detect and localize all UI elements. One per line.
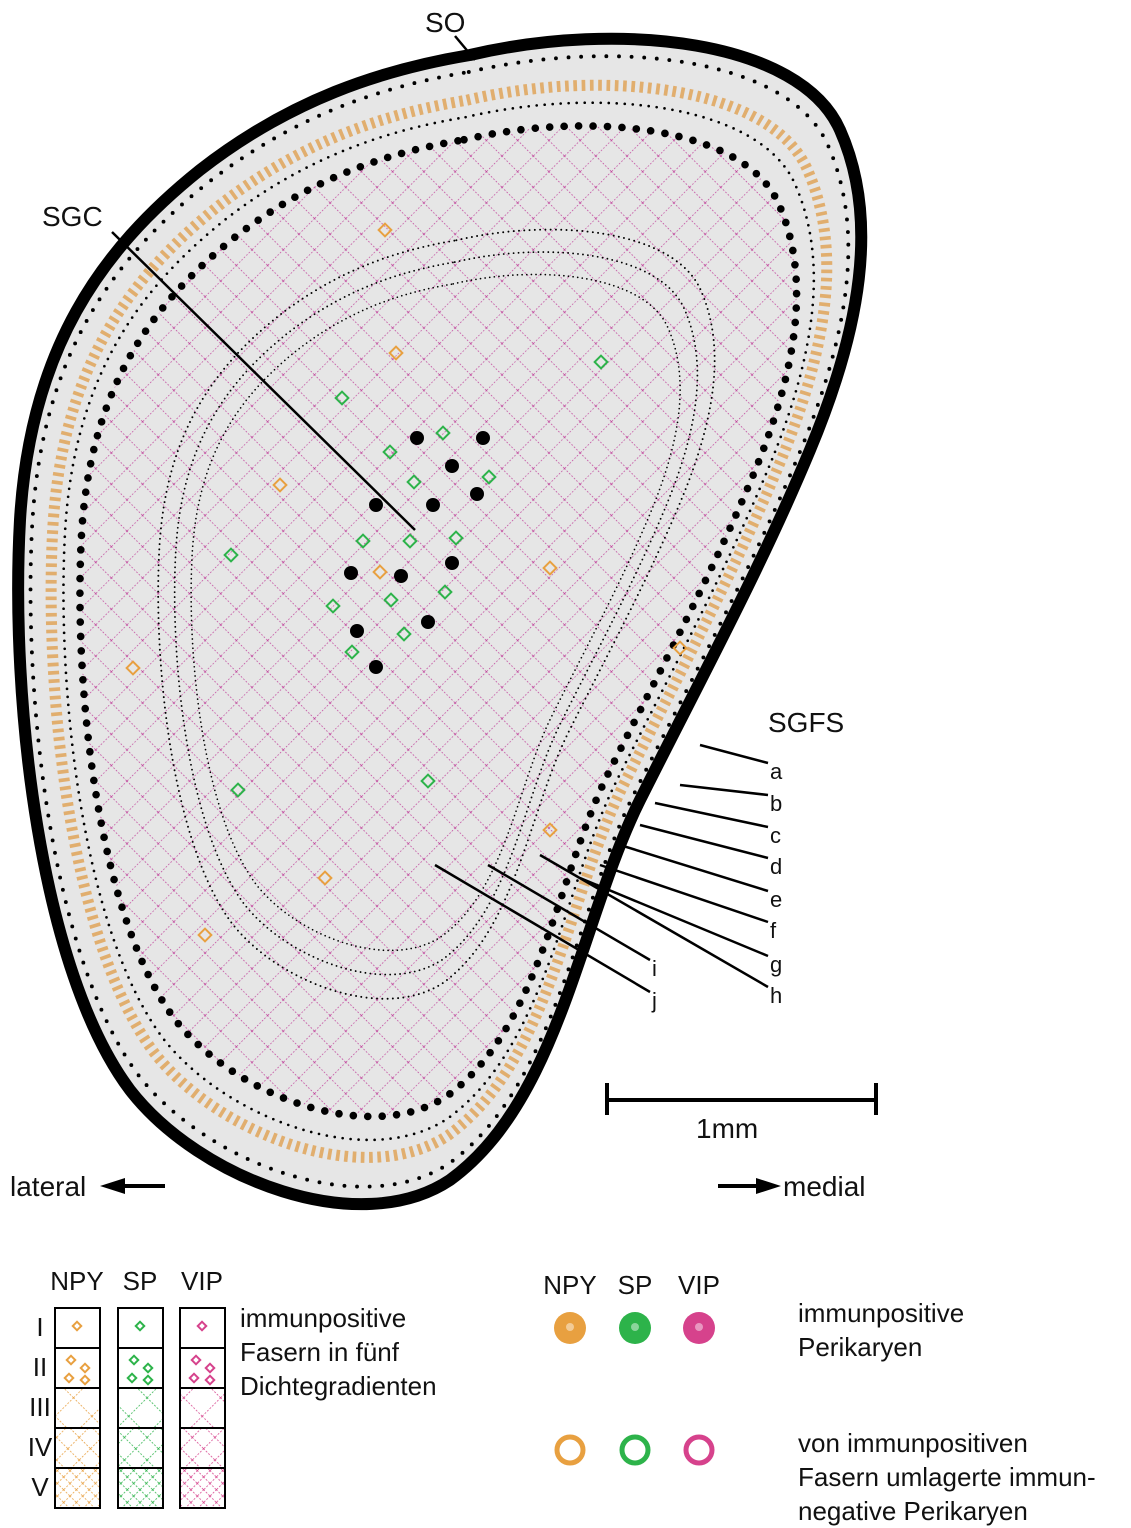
label-sgfs: SGFS xyxy=(768,707,844,738)
density-box xyxy=(55,1308,100,1348)
sublayer-label: c xyxy=(770,823,781,848)
leader xyxy=(600,865,768,922)
perikaryon xyxy=(369,660,383,674)
sublayer-label: b xyxy=(770,791,782,816)
legend-text: immunpositive xyxy=(798,1298,964,1328)
perikaryon xyxy=(369,498,383,512)
sublayer-label: h xyxy=(770,983,782,1008)
legend-column: VIP xyxy=(181,1266,223,1296)
legend: immunpositive Fasern in fünf Dichtegradi… xyxy=(28,1266,1096,1526)
legend-text: immunpositive xyxy=(240,1303,406,1333)
legend-column: SP xyxy=(123,1266,158,1296)
legend-column: NPY xyxy=(50,1266,103,1296)
tissue-section xyxy=(18,39,861,1204)
density-box xyxy=(180,1468,225,1508)
perikaryon xyxy=(421,615,435,629)
lateral: lateral xyxy=(10,1171,86,1202)
perikaryon xyxy=(445,459,459,473)
legend-row: IV xyxy=(28,1432,53,1462)
perikaryon xyxy=(445,556,459,570)
arrow-head xyxy=(756,1178,781,1194)
figure: SO SGC SGFS abcdefgh ij 1mm lateral media… xyxy=(0,0,1131,1528)
density-box xyxy=(55,1428,100,1468)
density-box xyxy=(118,1468,163,1508)
sublayer-label: e xyxy=(770,887,782,912)
sublayer-label: a xyxy=(770,759,783,784)
sublayer-label: f xyxy=(770,918,777,943)
scale-bar: 1mm xyxy=(607,1083,876,1144)
density-box xyxy=(118,1428,163,1468)
legend-row: III xyxy=(29,1392,51,1422)
sublayer-label: d xyxy=(770,854,782,879)
density-box xyxy=(118,1308,163,1348)
perikaryon xyxy=(476,431,490,445)
legend-column: NPY xyxy=(543,1270,596,1300)
legend-text: Dichtegradienten xyxy=(240,1371,437,1401)
legend-text: von immunpositiven xyxy=(798,1428,1028,1458)
scale-label: 1mm xyxy=(696,1113,758,1144)
density-box xyxy=(118,1348,163,1388)
density-box xyxy=(180,1308,225,1348)
sublayer-label: j xyxy=(651,988,657,1013)
density-box xyxy=(180,1348,225,1388)
cell-nucleus xyxy=(631,1323,639,1331)
perikaryon xyxy=(426,498,440,512)
density-box xyxy=(118,1388,163,1428)
legend-column: VIP xyxy=(678,1270,720,1300)
label-so: SO xyxy=(425,7,465,38)
legend-text: Fasern in fünf xyxy=(240,1337,400,1367)
legend-row: I xyxy=(36,1312,43,1342)
legend-text: Perikaryen xyxy=(798,1332,922,1362)
ring-cell xyxy=(622,1437,648,1463)
legend-text: Fasern umlagerte immun- xyxy=(798,1462,1096,1492)
perikaryon xyxy=(410,431,424,445)
ring-cell xyxy=(557,1437,583,1463)
leader xyxy=(640,825,768,858)
density-box xyxy=(180,1428,225,1468)
density-box xyxy=(55,1468,100,1508)
legend-column: SP xyxy=(618,1270,653,1300)
sublayer-label: i xyxy=(652,956,657,981)
medial: medial xyxy=(783,1171,865,1202)
perikaryon xyxy=(394,569,408,583)
density-box xyxy=(180,1388,225,1428)
leader xyxy=(700,745,768,763)
sublayer-label: g xyxy=(770,952,782,977)
density-box xyxy=(55,1348,100,1388)
density-box xyxy=(55,1388,100,1428)
legend-text: negative Perikaryen xyxy=(798,1496,1028,1526)
ring-cell xyxy=(686,1437,712,1463)
legend-row: V xyxy=(31,1472,49,1502)
label-sgc: SGC xyxy=(42,201,103,232)
leader xyxy=(680,785,768,795)
arrow-head xyxy=(100,1178,125,1194)
perikaryon xyxy=(350,624,364,638)
cell-nucleus xyxy=(566,1323,574,1331)
cell-nucleus xyxy=(695,1323,703,1331)
legend-row: II xyxy=(33,1352,47,1382)
leader xyxy=(655,803,768,827)
perikaryon xyxy=(344,566,358,580)
perikaryon xyxy=(470,487,484,501)
